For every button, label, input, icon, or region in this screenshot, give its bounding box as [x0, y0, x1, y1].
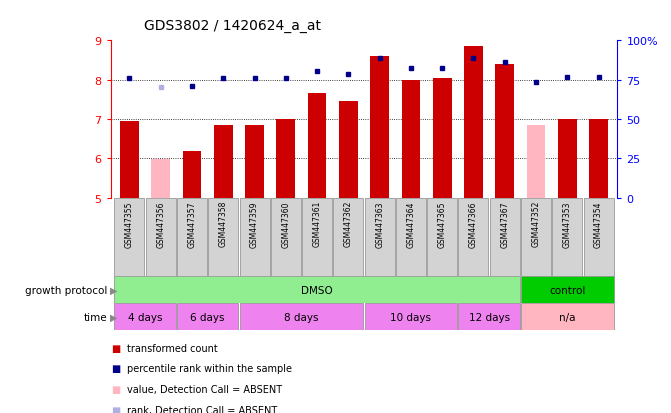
Text: n/a: n/a [559, 312, 576, 322]
Text: ■: ■ [111, 363, 120, 373]
Text: percentile rank within the sample: percentile rank within the sample [127, 363, 293, 373]
Bar [208, 198, 238, 277]
Text: GSM447357: GSM447357 [187, 201, 197, 247]
Bar [364, 198, 395, 277]
Text: 10 days: 10 days [391, 312, 431, 322]
Bar [120, 122, 139, 198]
Bar [308, 94, 327, 198]
Text: control: control [549, 285, 586, 295]
Text: GSM447366: GSM447366 [469, 201, 478, 247]
Bar [302, 198, 332, 277]
Bar [177, 304, 238, 330]
Bar [521, 304, 613, 330]
Bar [276, 120, 295, 198]
Bar [521, 277, 613, 304]
Text: 8 days: 8 days [285, 312, 319, 322]
Bar [271, 198, 301, 277]
Bar [333, 198, 364, 277]
Text: rank, Detection Call = ABSENT: rank, Detection Call = ABSENT [127, 405, 278, 413]
Text: GSM447360: GSM447360 [281, 201, 291, 247]
Text: GSM447365: GSM447365 [437, 201, 447, 247]
Text: GSM447355: GSM447355 [125, 201, 134, 247]
Text: GSM447358: GSM447358 [219, 201, 227, 247]
Text: ▶: ▶ [110, 285, 117, 295]
Bar [152, 159, 170, 198]
Bar [115, 198, 144, 277]
Text: GSM447361: GSM447361 [313, 201, 321, 247]
Text: ■: ■ [111, 405, 120, 413]
Bar [240, 198, 270, 277]
Text: GSM447364: GSM447364 [407, 201, 415, 247]
Text: growth protocol: growth protocol [25, 285, 107, 295]
Bar [401, 81, 420, 198]
Text: GDS3802 / 1420624_a_at: GDS3802 / 1420624_a_at [144, 19, 321, 33]
Bar [584, 198, 613, 277]
Text: GSM447362: GSM447362 [344, 201, 353, 247]
Bar [183, 151, 201, 198]
Bar [146, 198, 176, 277]
Bar [245, 126, 264, 198]
Bar [495, 65, 514, 198]
Text: GSM447353: GSM447353 [563, 201, 572, 247]
Bar [552, 198, 582, 277]
Bar [214, 126, 233, 198]
Bar [339, 102, 358, 198]
Text: time: time [84, 312, 107, 322]
Bar [364, 304, 457, 330]
Text: 12 days: 12 days [468, 312, 510, 322]
Bar [490, 198, 520, 277]
Text: ▶: ▶ [110, 312, 117, 322]
Bar [433, 78, 452, 198]
Text: GSM447356: GSM447356 [156, 201, 165, 247]
Bar [177, 198, 207, 277]
Text: GSM447354: GSM447354 [594, 201, 603, 247]
Bar [115, 304, 176, 330]
Bar [521, 198, 551, 277]
Bar [396, 198, 426, 277]
Text: GSM447363: GSM447363 [375, 201, 384, 247]
Text: ■: ■ [111, 343, 120, 353]
Text: transformed count: transformed count [127, 343, 218, 353]
Bar [458, 198, 488, 277]
Text: DMSO: DMSO [301, 285, 333, 295]
Text: GSM447352: GSM447352 [531, 201, 541, 247]
Bar [115, 277, 520, 304]
Bar [464, 47, 483, 198]
Text: value, Detection Call = ABSENT: value, Detection Call = ABSENT [127, 384, 282, 394]
Bar [558, 120, 576, 198]
Bar [240, 304, 364, 330]
Text: 6 days: 6 days [191, 312, 225, 322]
Bar [589, 120, 608, 198]
Bar [458, 304, 520, 330]
Text: ■: ■ [111, 384, 120, 394]
Text: GSM447367: GSM447367 [501, 201, 509, 247]
Text: 4 days: 4 days [128, 312, 162, 322]
Bar [427, 198, 457, 277]
Text: GSM447359: GSM447359 [250, 201, 259, 247]
Bar [527, 126, 546, 198]
Bar [370, 57, 389, 198]
